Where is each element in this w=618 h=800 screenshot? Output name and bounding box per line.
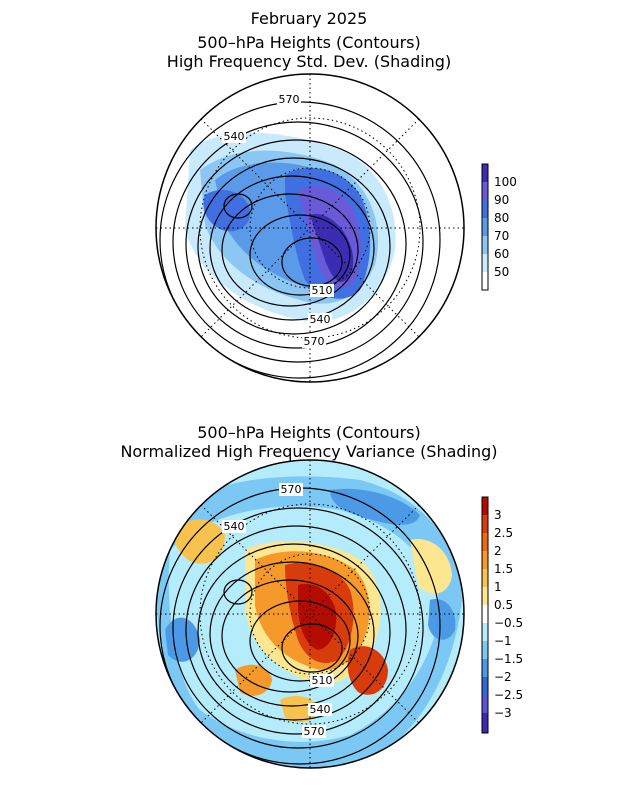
bottom-cb-label-neg-0-5: −0.5 xyxy=(494,616,523,630)
top-cb-label-90: 90 xyxy=(494,193,509,207)
bottom-cb-label-neg-1: −1 xyxy=(494,634,512,648)
top-contour-label-540-south: 540 xyxy=(310,313,331,326)
bottom-title-line-1: 500–hPa Heights (Contours) xyxy=(197,423,421,442)
top-cb-label-70: 70 xyxy=(494,229,509,243)
bottom-cb-label-neg-2: −2 xyxy=(494,670,512,684)
top-dotted-grid xyxy=(156,74,464,382)
top-title-line-2: 500–hPa Heights (Contours) xyxy=(197,33,421,52)
top-map: 570 540 510 540 570 100 90 80 70 60 50 xyxy=(155,73,517,383)
top-contour-label-570-north: 570 xyxy=(279,93,300,106)
bottom-cb-label-2: 2 xyxy=(494,544,502,558)
bottom-cb-label-1-5: 1.5 xyxy=(494,562,513,576)
bottom-contour-label-540-north: 540 xyxy=(224,520,245,533)
bottom-contour-label-570-south: 570 xyxy=(304,725,325,738)
bottom-cb-label-3: 3 xyxy=(494,508,502,522)
top-height-contours xyxy=(159,101,441,379)
bottom-cb-label-neg-3: −3 xyxy=(494,706,512,720)
top-title-line-3: High Frequency Std. Dev. (Shading) xyxy=(166,52,452,71)
top-cb-label-80: 80 xyxy=(494,211,509,225)
top-contour-labels: 570 540 510 540 570 xyxy=(222,93,334,348)
top-colorbar xyxy=(481,163,489,291)
bottom-map: 570 540 510 540 570 3 2.5 2 1.5 1 0.5 −0… xyxy=(155,459,523,769)
top-contour-label-510: 510 xyxy=(312,284,333,297)
top-contour-label-540-north: 540 xyxy=(224,130,245,143)
bottom-cb-label-1: 1 xyxy=(494,580,502,594)
top-map-border xyxy=(155,73,465,383)
bottom-title-line-2: Normalized High Frequency Variance (Shad… xyxy=(120,442,498,461)
bottom-contour-label-510: 510 xyxy=(312,674,333,687)
bottom-map-border xyxy=(155,459,465,769)
bottom-dotted-grid xyxy=(156,460,464,768)
bottom-colorbar-labels: 3 2.5 2 1.5 1 0.5 −0.5 −1 −1.5 −2 −2.5 −… xyxy=(494,508,523,720)
bottom-cb-label-neg-1-5: −1.5 xyxy=(494,652,523,666)
bottom-colorbar xyxy=(481,496,489,734)
top-cb-label-50: 50 xyxy=(494,265,509,279)
top-cb-label-60: 60 xyxy=(494,247,509,261)
bottom-cb-label-0-5: 0.5 xyxy=(494,598,513,612)
top-cb-label-100: 100 xyxy=(494,175,517,189)
top-colorbar-labels: 100 90 80 70 60 50 xyxy=(494,175,517,279)
bottom-cb-label-2-5: 2.5 xyxy=(494,526,513,540)
top-title-line-1: February 2025 xyxy=(250,9,368,28)
bottom-contour-label-540-south: 540 xyxy=(310,703,331,716)
bottom-contour-labels: 570 540 510 540 570 xyxy=(222,483,334,738)
top-contour-label-570-south: 570 xyxy=(304,335,325,348)
bottom-cb-label-neg-2-5: −2.5 xyxy=(494,688,523,702)
bottom-contour-label-570-north: 570 xyxy=(281,483,302,496)
